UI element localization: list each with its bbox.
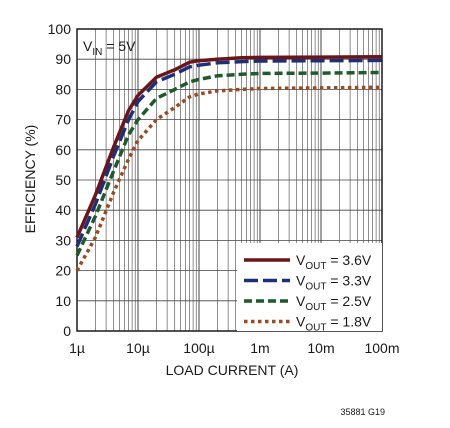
series-line-4 [75, 85, 383, 272]
y-tick-label: 50 [55, 172, 71, 188]
x-tick-label: 10m [307, 340, 334, 356]
series-line-1 [75, 55, 383, 239]
legend-label-2: VOUT = 3.3V [296, 273, 372, 293]
legend-label-1: VOUT = 3.6V [296, 252, 372, 272]
y-tick-labels: 0 10 20 30 40 50 60 70 80 90 100 [48, 21, 72, 339]
y-tick-label: 40 [55, 202, 71, 218]
series-lines [75, 55, 383, 272]
legend-label-4: VOUT = 1.8V [296, 314, 372, 334]
y-tick-label: 20 [55, 263, 71, 279]
y-tick-label: 0 [63, 323, 71, 339]
y-tick-label: 30 [55, 232, 71, 248]
x-axis-title: LOAD CURRENT (A) [166, 362, 299, 378]
x-tick-label: 1m [250, 340, 269, 356]
plot-frame [76, 28, 383, 332]
x-tick-label: 10µ [126, 340, 150, 356]
figure-id: 35881 G19 [340, 407, 385, 417]
series-line-2 [75, 58, 383, 248]
y-tick-label: 10 [55, 293, 71, 309]
legend-label-3: VOUT = 2.5V [296, 293, 372, 313]
y-tick-label: 90 [55, 51, 71, 67]
series-line-3 [75, 70, 383, 257]
legend-background [237, 243, 382, 331]
y-tick-label: 80 [55, 81, 71, 97]
y-axis-title: EFFICIENCY (%) [22, 125, 38, 234]
y-tick-label: 70 [55, 112, 71, 128]
y-tick-label: 100 [48, 21, 72, 37]
x-tick-labels: 1µ 10µ 100µ 1m 10m 100m [69, 340, 399, 356]
x-tick-label: 1µ [69, 340, 85, 356]
x-tick-label: 100m [364, 340, 399, 356]
y-tick-label: 60 [55, 142, 71, 158]
vin-annotation-subscript: IN [92, 47, 102, 58]
x-tick-label: 100µ [183, 340, 214, 356]
vin-annotation: VIN = 5V [83, 38, 136, 58]
